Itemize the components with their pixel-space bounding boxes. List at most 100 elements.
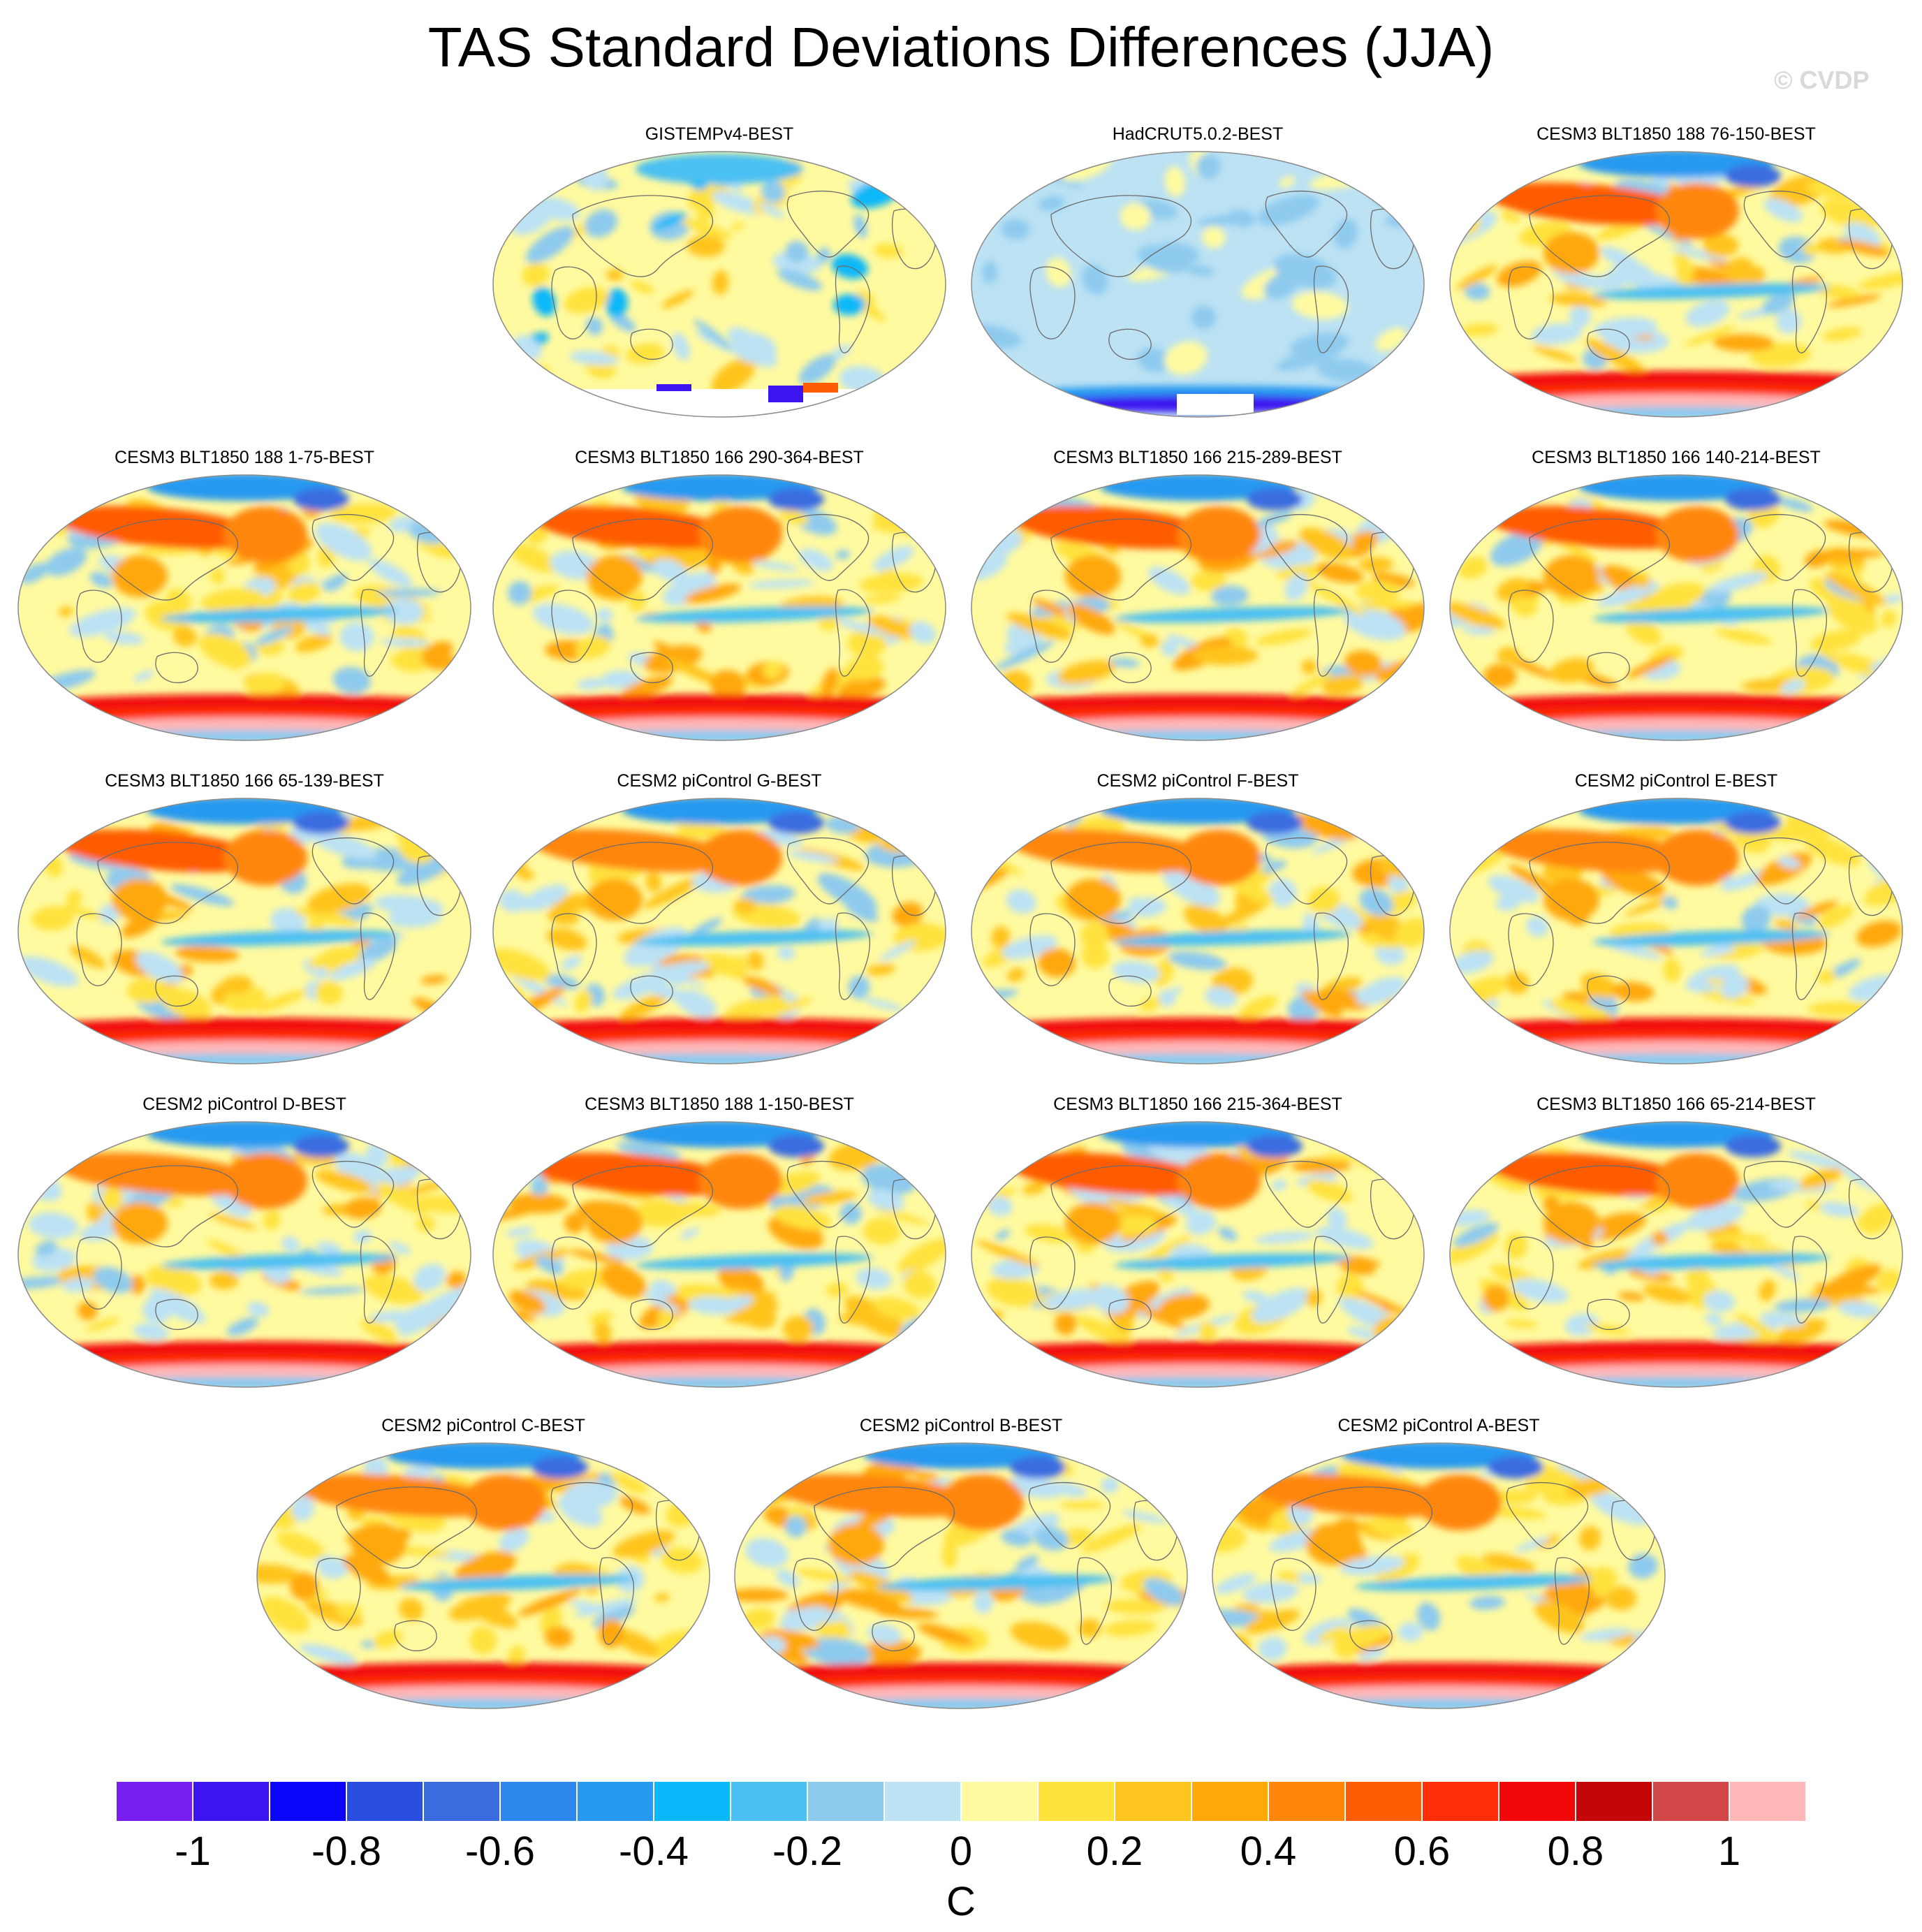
map-field bbox=[1450, 798, 1902, 1064]
field-blob bbox=[1022, 1181, 1046, 1195]
field-blob bbox=[359, 937, 397, 963]
field-blob bbox=[420, 975, 448, 985]
map-border bbox=[1212, 1442, 1666, 1709]
field-blob bbox=[112, 879, 168, 921]
coastlines bbox=[1270, 1482, 1656, 1652]
field-blob bbox=[1817, 969, 1836, 983]
field-blob bbox=[1159, 990, 1176, 1007]
field-blob bbox=[1318, 1626, 1348, 1642]
field-blob bbox=[316, 1698, 651, 1708]
field-blob bbox=[564, 286, 609, 314]
field-blob bbox=[1450, 950, 1494, 974]
coastline bbox=[155, 1298, 198, 1331]
coastlines bbox=[551, 514, 937, 684]
field-blob bbox=[1708, 572, 1768, 593]
field-blob bbox=[1038, 948, 1076, 978]
field-blob bbox=[559, 717, 880, 734]
field-blob bbox=[1059, 1500, 1106, 1509]
field-blob bbox=[712, 191, 765, 215]
field-blob bbox=[1579, 1526, 1601, 1551]
field-blob bbox=[772, 1474, 982, 1517]
field-blob bbox=[995, 640, 1055, 671]
field-blob bbox=[1504, 1319, 1539, 1329]
map-panel: CESM2 piControl C-BEST bbox=[253, 1414, 714, 1715]
field-blob bbox=[1177, 830, 1261, 886]
field-blob bbox=[1153, 958, 1174, 987]
colorbar-swatch bbox=[1038, 1781, 1115, 1822]
field-blob bbox=[1258, 1637, 1287, 1661]
coastline bbox=[572, 1165, 713, 1247]
map-field bbox=[971, 1122, 1424, 1387]
field-blob bbox=[1486, 1507, 1547, 1519]
colorbar-swatch bbox=[1576, 1781, 1652, 1822]
field-blob bbox=[772, 1205, 831, 1230]
field-blob bbox=[788, 851, 839, 863]
coastlines bbox=[1508, 837, 1893, 1007]
field-blob bbox=[698, 506, 782, 562]
field-blob bbox=[1550, 657, 1594, 683]
field-blob bbox=[802, 1637, 872, 1666]
colorbar-swatch bbox=[1268, 1781, 1345, 1822]
field-blob bbox=[1100, 1122, 1296, 1148]
field-blob bbox=[1543, 1202, 1599, 1244]
field-blob bbox=[522, 262, 550, 287]
panel-title: CESM3 BLT1850 188 1-75-BEST bbox=[115, 448, 374, 467]
world-map bbox=[17, 474, 471, 741]
field-blob bbox=[173, 626, 197, 647]
field-blob bbox=[532, 286, 557, 316]
field-blob bbox=[552, 1377, 887, 1387]
field-blob bbox=[1488, 1152, 1697, 1196]
field-blob bbox=[446, 1271, 467, 1289]
field-blob bbox=[1685, 300, 1730, 327]
map-border bbox=[256, 1442, 710, 1709]
coastline bbox=[97, 518, 238, 601]
coastline bbox=[360, 589, 395, 677]
field-blob bbox=[1612, 981, 1655, 1002]
map-field bbox=[1450, 1122, 1902, 1387]
panel-title: CESM3 BLT1850 188 76-150-BEST bbox=[1536, 124, 1816, 144]
field-blob bbox=[1715, 629, 1772, 645]
map-panel: CESM3 BLT1850 166 65-214-BEST bbox=[1446, 1093, 1907, 1393]
field-blob bbox=[1464, 282, 1490, 300]
field-blob bbox=[671, 332, 690, 360]
field-blob bbox=[56, 506, 265, 549]
colorbar-tick-label: 0 bbox=[949, 1829, 973, 1874]
field-blob bbox=[1164, 166, 1186, 198]
coastline bbox=[1108, 652, 1152, 684]
field-blob bbox=[1009, 506, 1219, 549]
coastline bbox=[1108, 975, 1152, 1007]
field-blob bbox=[588, 1311, 613, 1324]
field-blob bbox=[323, 573, 348, 592]
field-blob bbox=[1375, 1556, 1420, 1583]
field-blob bbox=[897, 1238, 946, 1273]
field-blob bbox=[733, 898, 756, 914]
field-blob bbox=[1277, 1571, 1300, 1582]
field-blob bbox=[724, 995, 787, 1020]
field-blob bbox=[1009, 829, 1219, 872]
field-blob bbox=[680, 1228, 700, 1239]
coastlines bbox=[1029, 514, 1415, 684]
field-blob bbox=[1306, 1179, 1353, 1203]
field-blob bbox=[254, 626, 293, 646]
field-blob bbox=[1488, 1456, 1543, 1479]
field-blob bbox=[696, 202, 714, 222]
field-blob bbox=[1847, 495, 1879, 520]
field-blob bbox=[785, 240, 809, 263]
field-blob bbox=[462, 1474, 546, 1530]
field-blob bbox=[1624, 1477, 1657, 1500]
field-blob bbox=[1712, 334, 1775, 352]
field-blob bbox=[747, 579, 815, 588]
field-blob bbox=[1177, 1153, 1261, 1209]
field-blob bbox=[1307, 886, 1341, 914]
coastline bbox=[1029, 266, 1076, 339]
field-blob bbox=[1548, 1579, 1595, 1603]
field-blob bbox=[848, 975, 870, 1000]
field-blob bbox=[63, 905, 103, 919]
field-blob bbox=[1344, 608, 1406, 641]
world-map bbox=[971, 474, 1425, 741]
field-blob bbox=[344, 1196, 382, 1220]
field-blob bbox=[316, 1555, 337, 1572]
field-blob bbox=[101, 1186, 124, 1211]
map-field bbox=[1212, 1443, 1665, 1708]
map-background bbox=[971, 152, 1424, 417]
